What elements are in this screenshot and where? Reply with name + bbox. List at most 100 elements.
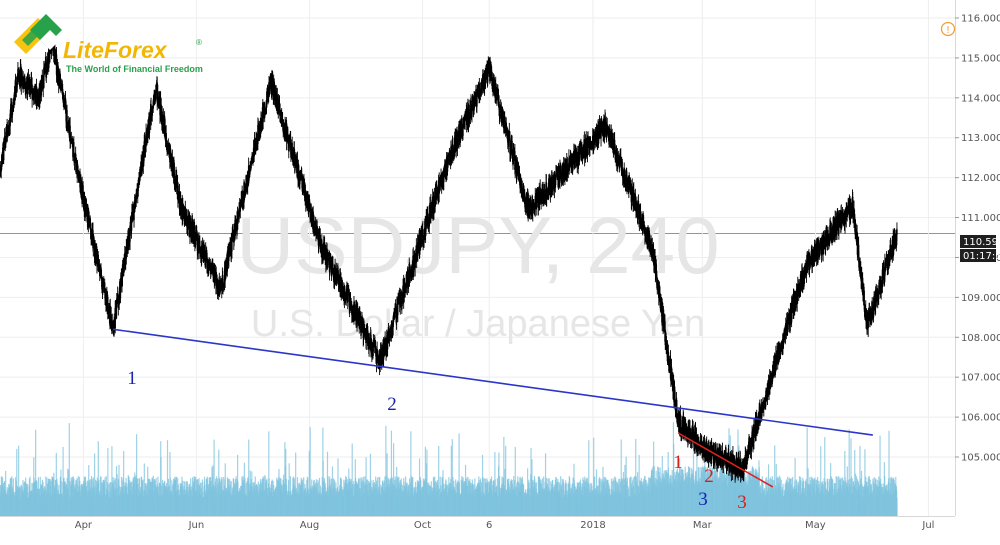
volume-bar bbox=[39, 476, 41, 516]
volume-bar bbox=[331, 466, 334, 516]
candle-body bbox=[310, 208, 313, 222]
volume-bar bbox=[116, 474, 118, 516]
candle-body bbox=[125, 246, 128, 259]
candle-body bbox=[28, 82, 31, 95]
candle-body bbox=[239, 207, 241, 212]
volume-bar bbox=[18, 445, 20, 516]
candle-body bbox=[43, 67, 45, 88]
candle-body bbox=[196, 231, 198, 240]
volume-bar bbox=[504, 468, 506, 516]
candle-body bbox=[222, 278, 224, 287]
volume-bar bbox=[160, 456, 162, 516]
candle-body bbox=[129, 221, 132, 232]
volume-bar bbox=[242, 476, 244, 516]
volume-bar bbox=[458, 433, 460, 516]
candle-body bbox=[114, 307, 117, 316]
volume-bar bbox=[879, 435, 881, 516]
volume-bar bbox=[774, 445, 776, 516]
candle-body bbox=[171, 156, 174, 170]
volume-bar bbox=[285, 448, 287, 516]
volume-bar bbox=[147, 478, 149, 516]
candle-body bbox=[272, 78, 274, 95]
volume-bar bbox=[418, 458, 421, 516]
candle-body bbox=[306, 199, 308, 208]
volume-bar bbox=[673, 443, 675, 516]
volume-bar bbox=[692, 426, 695, 516]
volume-bar bbox=[72, 476, 74, 516]
candle-body bbox=[137, 183, 140, 186]
watermark-description: U.S. Dollar / Japanese Yen bbox=[251, 303, 705, 345]
candle-body bbox=[79, 171, 81, 188]
candle-body bbox=[41, 77, 43, 86]
volume-bar bbox=[794, 458, 796, 516]
candle-body bbox=[194, 233, 197, 240]
volume-bar bbox=[62, 446, 64, 516]
volume-bar bbox=[820, 446, 822, 516]
candle-body bbox=[129, 231, 131, 242]
volume-bar bbox=[385, 425, 387, 516]
candle-body bbox=[173, 162, 175, 180]
volume-bar bbox=[16, 448, 18, 516]
candle-body bbox=[69, 125, 71, 142]
volume-bar bbox=[888, 430, 890, 516]
candle-body bbox=[129, 221, 132, 225]
volume-bar bbox=[438, 445, 440, 516]
candle-body bbox=[26, 75, 29, 94]
candle-body bbox=[248, 174, 250, 179]
volume-bar bbox=[850, 476, 852, 516]
volume-bar bbox=[824, 437, 826, 516]
volume-bar bbox=[626, 477, 628, 516]
candle-body bbox=[221, 275, 224, 279]
volume-bar bbox=[365, 457, 367, 516]
candle-body bbox=[55, 54, 58, 75]
candle-body bbox=[94, 242, 96, 255]
volume-bar bbox=[636, 472, 639, 516]
candle-body bbox=[146, 126, 149, 143]
volume-bar bbox=[653, 441, 655, 516]
candle-body bbox=[282, 119, 284, 131]
volume-bar bbox=[593, 437, 595, 516]
candle-body bbox=[303, 180, 305, 184]
candle-body bbox=[302, 180, 305, 192]
candle-body bbox=[148, 120, 151, 133]
candle-body bbox=[175, 174, 178, 189]
volume-bar bbox=[5, 470, 7, 516]
volume-bar bbox=[123, 451, 125, 516]
candle-body bbox=[293, 154, 296, 166]
candle-body bbox=[73, 142, 75, 156]
volume-bar bbox=[848, 429, 850, 516]
volume-bars bbox=[0, 422, 898, 516]
volume-bar bbox=[561, 478, 563, 516]
symbol-watermark: USDJPY, 240 U.S. Dollar / Japanese Yen bbox=[236, 201, 719, 345]
volume-bar bbox=[854, 450, 856, 516]
volume-bar bbox=[810, 476, 813, 516]
candle-body bbox=[233, 235, 235, 243]
candle-body bbox=[0, 162, 3, 170]
volume-bar bbox=[248, 439, 250, 516]
candle-body bbox=[299, 171, 302, 172]
candle-body bbox=[278, 103, 281, 111]
volume-bar bbox=[309, 427, 311, 516]
candle-body bbox=[312, 211, 314, 230]
candle-body bbox=[96, 251, 99, 259]
volume-bar bbox=[45, 476, 47, 516]
volume-bar bbox=[369, 453, 372, 516]
candle-body bbox=[184, 206, 187, 215]
candle-body bbox=[150, 116, 153, 120]
volume-bar bbox=[638, 454, 640, 516]
volume-bar bbox=[544, 453, 547, 516]
volume-bar bbox=[386, 453, 388, 516]
volume-bar bbox=[359, 477, 361, 516]
volume-bar bbox=[284, 442, 286, 516]
volume-bar bbox=[136, 434, 138, 516]
candle-body bbox=[88, 211, 90, 217]
candle-body bbox=[161, 113, 163, 124]
candle-body bbox=[120, 275, 123, 282]
volume-bar bbox=[410, 431, 412, 516]
volume-bar bbox=[68, 470, 70, 516]
candle-body bbox=[57, 67, 60, 75]
candle-body bbox=[3, 141, 5, 161]
candle-body bbox=[165, 142, 168, 144]
candle-body bbox=[83, 192, 86, 211]
